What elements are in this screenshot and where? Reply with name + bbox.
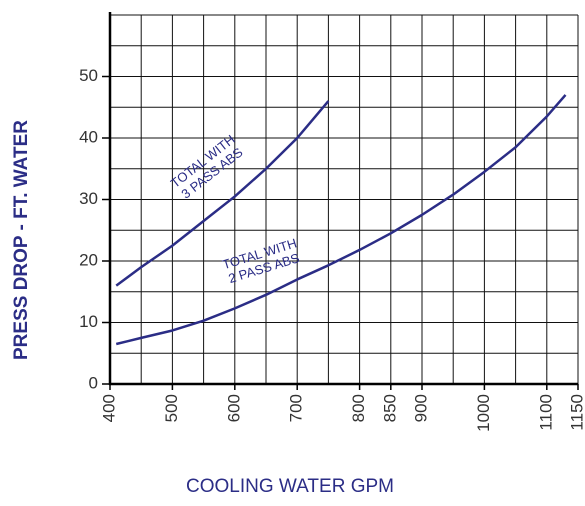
- x-tick-label: 1100: [536, 394, 555, 431]
- x-tick-label: 1150: [567, 394, 585, 431]
- x-tick-label: 800: [349, 394, 368, 422]
- y-axis-label: PRESS DROP - FT. WATER: [11, 120, 32, 360]
- x-tick-label: 900: [411, 394, 430, 422]
- x-tick-label: 1000: [474, 394, 493, 432]
- x-axis-label: COOLING WATER GPM: [186, 476, 394, 497]
- x-tick-label: 700: [287, 394, 306, 422]
- x-tick-label: 500: [162, 394, 181, 422]
- y-tick-label: 0: [89, 373, 98, 392]
- curve: [115, 94, 567, 346]
- y-tick-label: 30: [79, 189, 98, 208]
- curve: [115, 100, 330, 287]
- x-tick-label: 400: [99, 394, 118, 422]
- x-tick-label: 600: [224, 394, 243, 422]
- y-tick-label: 10: [79, 312, 98, 331]
- x-tick-label: 850: [380, 394, 399, 422]
- y-tick-label: 20: [79, 250, 98, 269]
- y-tick-label: 40: [79, 127, 98, 146]
- y-tick-label: 50: [79, 66, 98, 85]
